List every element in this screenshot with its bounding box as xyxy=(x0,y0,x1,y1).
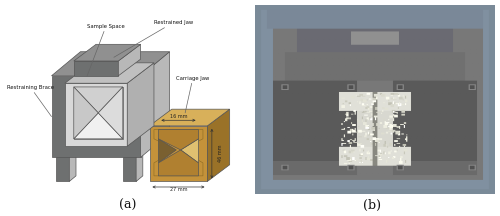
Polygon shape xyxy=(52,76,141,157)
Polygon shape xyxy=(118,44,141,76)
Polygon shape xyxy=(56,157,70,181)
Text: (b): (b) xyxy=(364,199,382,212)
Polygon shape xyxy=(74,87,123,113)
Polygon shape xyxy=(52,52,170,76)
Polygon shape xyxy=(127,63,154,146)
Text: 27 mm: 27 mm xyxy=(170,187,187,192)
Polygon shape xyxy=(158,139,176,163)
Polygon shape xyxy=(150,126,208,181)
Text: Sample Space: Sample Space xyxy=(87,24,125,76)
Polygon shape xyxy=(74,87,123,139)
Polygon shape xyxy=(158,130,198,150)
Polygon shape xyxy=(208,109,230,181)
Text: 16 mm: 16 mm xyxy=(170,114,187,119)
Polygon shape xyxy=(180,139,198,163)
Polygon shape xyxy=(74,113,123,139)
Polygon shape xyxy=(150,109,230,126)
Polygon shape xyxy=(98,87,123,139)
Polygon shape xyxy=(65,83,127,146)
Polygon shape xyxy=(74,44,140,61)
Text: Restrained Jaw: Restrained Jaw xyxy=(114,20,193,57)
Polygon shape xyxy=(140,52,170,157)
Text: Carriage Jaw: Carriage Jaw xyxy=(176,76,210,113)
Polygon shape xyxy=(123,157,136,181)
Polygon shape xyxy=(70,152,76,181)
Polygon shape xyxy=(74,61,118,76)
Polygon shape xyxy=(74,87,98,139)
Polygon shape xyxy=(65,63,154,83)
Polygon shape xyxy=(158,150,198,176)
Polygon shape xyxy=(136,152,143,181)
Text: 46 mm: 46 mm xyxy=(218,145,224,162)
Polygon shape xyxy=(154,130,203,176)
Text: Restraining Brace: Restraining Brace xyxy=(7,85,54,117)
Text: (a): (a) xyxy=(119,199,136,212)
